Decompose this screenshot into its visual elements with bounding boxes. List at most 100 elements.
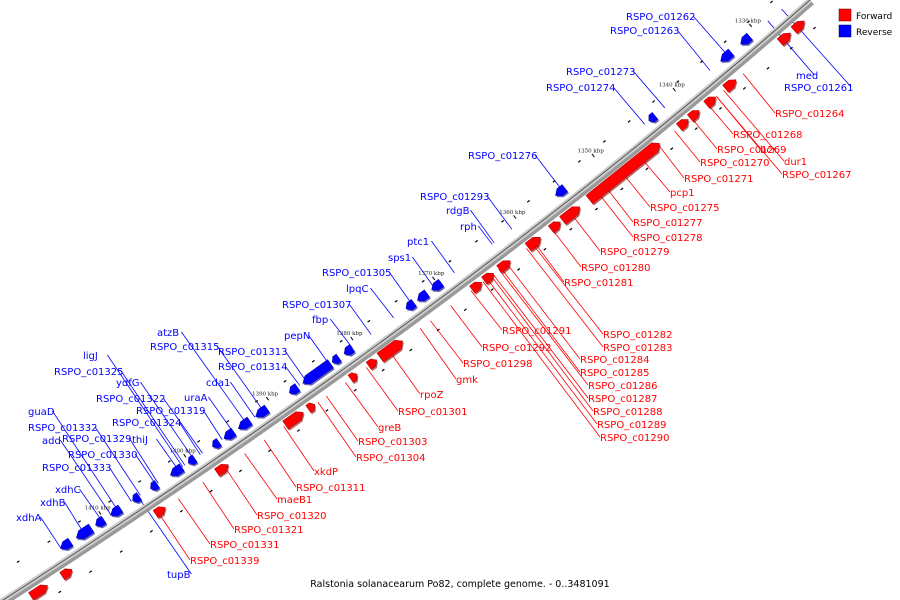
scale-tick-label: 1380 kbp [336,331,363,337]
track-dash [552,179,556,183]
reverse-gene-label: RSPO_c01332 [28,423,98,434]
reverse-label-leader [534,154,563,191]
reverse-gene-label: RSPO_c01263 [610,26,680,37]
reverse-label-leader [477,225,493,245]
forward-gene-arrow [675,119,690,133]
forward-label-leader [506,263,581,360]
forward-gene-label: RSPO_c01311 [296,483,366,494]
forward-label-leader [657,144,685,179]
reverse-label-leader [156,438,179,471]
reverse-label-leader [40,516,62,549]
track-dash [339,339,343,343]
track-dash [676,80,680,84]
track-dash [474,239,478,243]
reverse-gene-label: thiJ [132,435,148,446]
reverse-gene-arrow [170,463,186,478]
forward-gene-label: RSPO_c01285 [580,368,650,379]
reverse-label-leader [120,370,186,466]
scale-ticks: 1330 kbp 1340 kbp 1350 kbp 1360 kbp 1370 kbp… [85,18,762,515]
forward-gene-arrow [524,236,542,253]
legend-reverse-label: Reverse [856,28,893,38]
reverse-label-leader [612,86,645,125]
legend-forward-swatch [838,8,852,22]
reverse-gene-label: RSPO_c01324 [112,418,182,429]
reverse-gene-arrow [720,48,736,63]
forward-label-leader [157,512,191,561]
forward-label-leader [486,278,598,425]
reverse-gene-label: RSPO_c01313 [218,347,288,358]
reverse-gene-label: RSPO_c01322 [96,394,166,405]
reverse-label-leader [486,195,513,230]
reverse-label-leader [134,453,157,486]
reverse-label-leader [162,397,203,454]
forward-gene-label: RSPO_c01275 [650,203,720,214]
reverse-label-leader [64,501,85,534]
track-dash [394,299,398,303]
reverse-gene-arrow [110,504,125,518]
forward-label-leader [283,426,315,472]
label-leader-lines [40,8,852,575]
track-dash [353,388,357,392]
reverse-label-leader [348,303,372,335]
reverse-gene-label: RSPO_c01273 [566,67,636,78]
track-dash [254,399,259,403]
track-dash [526,199,531,203]
reverse-label-leader [208,396,234,433]
reverse-label-leader [470,209,495,244]
scale-tick-label: 1330 kbp [735,18,762,24]
reverse-label-leader [230,381,256,418]
scale-tick-label: 1400 kbp [170,448,197,454]
reverse-gene-label: RSPO_c01261 [784,83,854,94]
genome-backbone [0,0,814,600]
reverse-gene-label: add [42,436,61,447]
forward-label-leader [366,367,399,412]
track-dash [746,20,750,24]
reverse-label-leader [676,29,711,71]
forward-gene-label: RSPO_c01286 [588,381,658,392]
track-dash [238,469,243,473]
track-dash [769,0,773,4]
reverse-gene-label: med [796,71,818,82]
reverse-label-leader [216,345,264,412]
track-dash [268,449,272,453]
forward-label-leader [526,248,604,348]
reverse-gene-label: RSPO_c01307 [282,300,352,311]
track-dash [543,247,547,251]
reverse-gene-arrow [302,359,335,386]
reverse-gene-label: lpqC [346,284,368,295]
track-dash [620,187,624,191]
forward-gene-arrow [282,411,305,431]
reverse-label-leader [107,354,184,468]
forward-label-leader [716,95,783,175]
forward-gene-arrow [585,142,661,206]
forward-label-leader [690,117,718,150]
forward-gene-label: RSPO_c01303 [358,437,428,448]
genome-caption: Ralstonia solanacearum Po82, complete ge… [310,579,609,590]
forward-gene-arrow [790,20,806,35]
reverse-gene-arrow [332,353,343,366]
forward-label-leader [500,267,581,373]
forward-gene-label: RSPO_c01298 [463,359,533,370]
scale-tick [265,396,269,401]
legend-forward-label: Forward [856,12,892,22]
forward-gene-label: RSPO_c01280 [581,263,651,274]
reverse-label-leader [431,240,455,274]
reverse-label-leader [52,410,119,511]
forward-gene-label: RSPO_c01339 [190,556,260,567]
scale-tick-label: 1350 kbp [578,148,605,154]
forward-label-leader [202,481,235,530]
track-dash [179,509,183,513]
reverse-label-leader [59,439,112,516]
forward-gene-label: rpoZ [420,390,444,401]
reverse-gene-label: ligJ [83,351,98,362]
reverse-label-leader [178,421,201,456]
reverse-gene-label: pepN [284,331,310,342]
reverse-gene-label: atzB [157,328,179,339]
forward-label-leader [178,498,211,545]
scale-tick [748,23,753,28]
reverse-label-leader [202,409,223,440]
forward-gene-label: RSPO_c01282 [603,330,673,341]
reverse-gene-label: sps1 [388,253,411,264]
track-dash [436,328,440,332]
reverse-gene-arrow [431,278,446,292]
